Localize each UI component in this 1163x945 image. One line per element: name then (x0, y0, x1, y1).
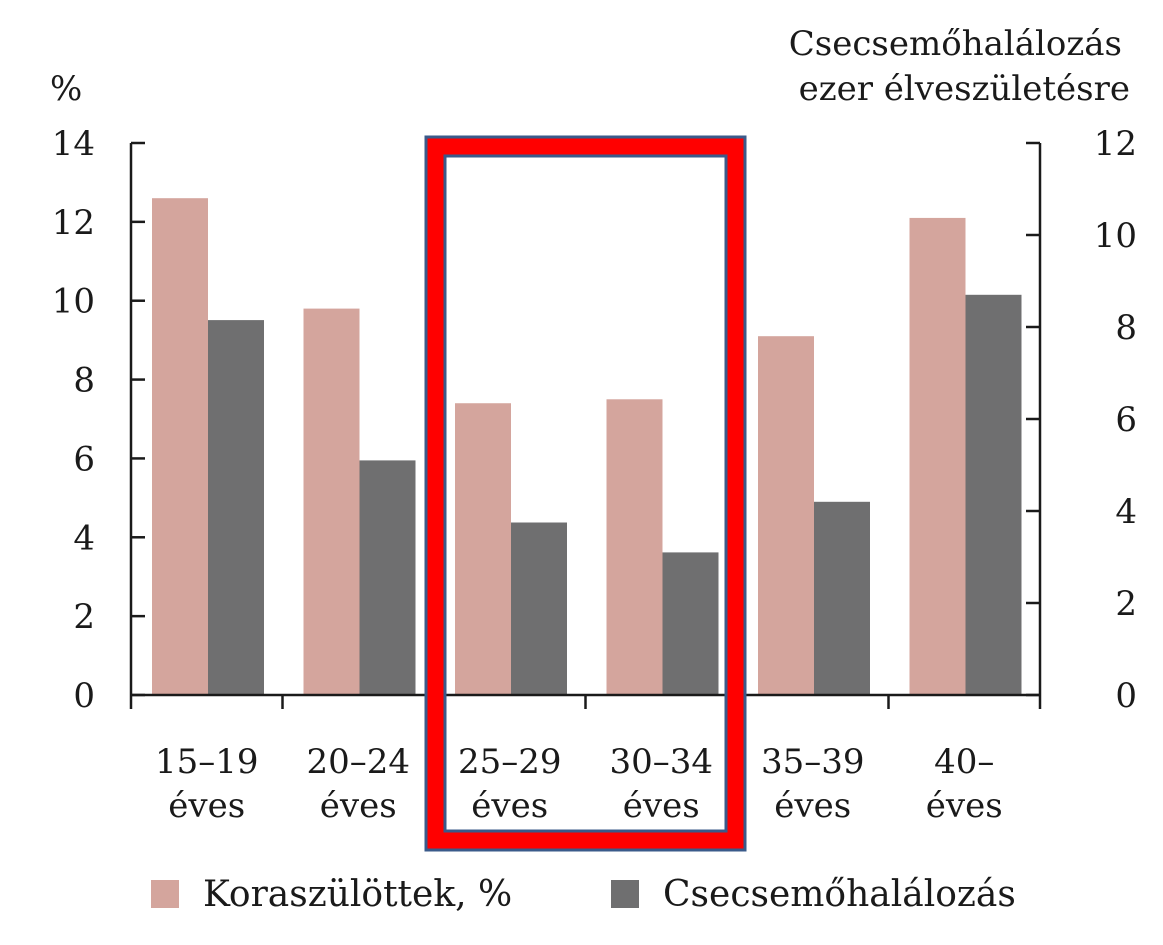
right-tick-label-4: 4 (1115, 492, 1137, 532)
left-tick-label-4: 4 (73, 518, 95, 558)
highlight-box (424, 135, 747, 852)
bar-preterm-1 (303, 308, 360, 695)
right-tick-label-8: 8 (1115, 308, 1137, 348)
left-tick-label-0: 0 (73, 676, 95, 716)
left-tick-label-2: 2 (73, 597, 95, 637)
category-label-1-line2: éves (320, 786, 397, 826)
bar-preterm-5 (909, 217, 966, 695)
left-tick-label-12: 12 (52, 203, 95, 243)
legend: Koraszülöttek, % Csecsemőhalálozás (151, 874, 1016, 915)
highlight-inner-border (443, 154, 728, 833)
right-tick-label-6: 6 (1115, 400, 1137, 440)
left-tick-label-6: 6 (73, 439, 95, 479)
category-label-3-line2: éves (623, 786, 700, 826)
category-label-1-line1: 20–24 (306, 742, 410, 782)
category-label-2-line2: éves (471, 786, 548, 826)
legend-swatch-1 (611, 880, 639, 908)
bar-preterm-0 (152, 198, 208, 695)
right-axis-title-line1: Csecsemőhalálozás (789, 24, 1122, 64)
left-tick-label-14: 14 (52, 124, 95, 164)
bar-preterm-4 (758, 336, 814, 695)
legend-swatch-0 (151, 880, 179, 908)
category-label-5-line2: éves (926, 786, 1003, 826)
bar-mortality-5 (965, 294, 1022, 695)
right-axis-title-line2: ezer élveszületésre (799, 69, 1130, 109)
category-labels: 15–19éves20–24éves25–29éves30–34éves35–3… (155, 742, 1003, 826)
bar-mortality-1 (359, 460, 416, 695)
category-label-3-line1: 30–34 (609, 742, 713, 782)
category-label-0-line2: éves (168, 786, 245, 826)
legend-label-1: Csecsemőhalálozás (663, 874, 1016, 915)
bar-mortality-4 (814, 501, 870, 695)
left-axis: 0 2 4 6 8 10 12 14 (52, 124, 145, 716)
axes (129, 143, 1042, 709)
right-tick-label-12: 12 (1094, 124, 1137, 164)
highlight-red-frame (427, 138, 744, 849)
category-label-4-line2: éves (774, 786, 851, 826)
left-tick-label-10: 10 (52, 282, 95, 322)
left-axis-title: % (50, 69, 82, 109)
category-label-0-line1: 15–19 (155, 742, 259, 782)
right-tick-label-0: 0 (1115, 676, 1137, 716)
highlight-outer-border (424, 135, 747, 852)
bar-mortality-0 (208, 320, 264, 695)
legend-label-0: Koraszülöttek, % (203, 874, 512, 915)
bar-mortality-2 (511, 522, 567, 695)
bar-preterm-2 (455, 403, 511, 695)
right-tick-label-2: 2 (1115, 584, 1137, 624)
right-tick-label-10: 10 (1094, 216, 1137, 256)
category-label-4-line1: 35–39 (761, 742, 865, 782)
left-tick-label-8: 8 (73, 361, 95, 401)
right-axis: 0 2 4 6 8 10 12 (1026, 124, 1137, 716)
bars (152, 198, 1022, 695)
bar-preterm-3 (606, 399, 663, 695)
bar-mortality-3 (662, 552, 719, 695)
category-label-2-line1: 25–29 (458, 742, 562, 782)
category-label-5-line1: 40– (934, 742, 994, 782)
